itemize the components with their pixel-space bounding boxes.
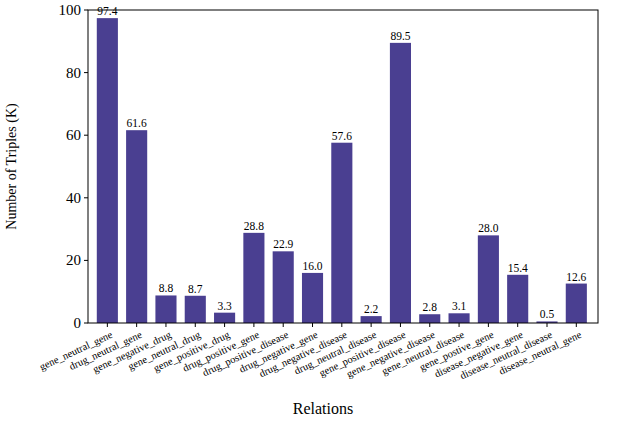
bar [331, 143, 352, 323]
bar [478, 235, 499, 323]
y-tick [84, 197, 88, 198]
bar [214, 313, 235, 323]
y-tick-label: 100 [59, 2, 82, 18]
data-label: 0.5 [540, 308, 555, 320]
data-label: 3.3 [217, 300, 232, 312]
x-tick [224, 323, 225, 327]
data-label: 12.6 [566, 271, 586, 283]
x-tick [107, 323, 108, 327]
x-tick [459, 323, 460, 327]
x-tick [576, 323, 577, 327]
bar [302, 273, 323, 323]
data-label: 3.1 [452, 300, 467, 312]
bar [507, 275, 528, 323]
data-label: 22.9 [273, 238, 293, 250]
x-axis-label: Relations [293, 400, 353, 417]
plot-frame [88, 10, 598, 323]
data-label: 16.0 [302, 260, 322, 272]
x-tick-label: disease_neutral_gene [497, 329, 583, 377]
data-label: 61.6 [127, 117, 147, 129]
x-tick [517, 323, 518, 327]
x-tick [547, 323, 548, 327]
y-tick [84, 10, 88, 11]
y-tick [84, 135, 88, 136]
x-tick [371, 323, 372, 327]
data-labels: 97.4 61.6 8.8 8.7 3.3 28.8 22.9 16.0 57.6 2.2 89.5… [97, 5, 586, 320]
bar [243, 233, 264, 323]
data-label: 15.4 [508, 262, 528, 274]
x-tick [341, 323, 342, 327]
bar [419, 314, 440, 323]
x-tick [400, 323, 401, 327]
x-tick [312, 323, 313, 327]
data-label: 2.2 [364, 303, 379, 315]
bar [566, 284, 587, 323]
bar [390, 43, 411, 323]
bar [97, 18, 118, 323]
x-tick [253, 323, 254, 327]
data-label: 8.7 [188, 283, 203, 295]
data-label: 8.8 [159, 282, 174, 294]
x-tick [488, 323, 489, 327]
bars [97, 18, 587, 323]
bar [185, 296, 206, 323]
bar [126, 130, 147, 323]
data-label: 97.4 [97, 5, 117, 17]
x-tick [195, 323, 196, 327]
data-label: 89.5 [390, 30, 410, 42]
x-tick [136, 323, 137, 327]
y-tick-label: 20 [66, 252, 81, 268]
bar [361, 316, 382, 323]
x-tick [283, 323, 284, 327]
data-label: 28.8 [244, 220, 264, 232]
x-tick [165, 323, 166, 327]
y-tick-label: 40 [66, 190, 81, 206]
y-axis-label: Number of Triples (K) [4, 103, 20, 230]
y-tick-label: 80 [66, 65, 81, 81]
bar [155, 295, 176, 323]
chart: 97.4 61.6 8.8 8.7 3.3 28.8 22.9 16.0 57.6 2.2 89.5… [0, 0, 626, 422]
y-tick-label: 60 [66, 127, 81, 143]
data-label: 2.8 [423, 301, 438, 313]
y-tick [84, 72, 88, 73]
data-label: 28.0 [478, 222, 498, 234]
data-label: 57.6 [332, 130, 352, 142]
y-tick [84, 260, 88, 261]
bar [273, 251, 294, 323]
bar [449, 313, 470, 323]
y-tick [84, 323, 88, 324]
y-tick-label: 0 [74, 315, 82, 331]
x-tick [429, 323, 430, 327]
